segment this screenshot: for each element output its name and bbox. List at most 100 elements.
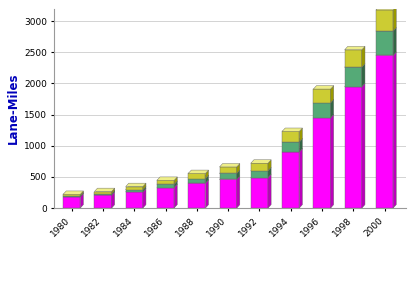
Polygon shape — [268, 160, 271, 171]
Polygon shape — [188, 175, 209, 179]
Bar — [313, 89, 331, 103]
Bar — [345, 87, 362, 208]
Polygon shape — [126, 188, 146, 192]
Polygon shape — [251, 174, 271, 177]
Bar — [126, 190, 143, 192]
Polygon shape — [362, 83, 365, 208]
Y-axis label: Lane-Miles: Lane-Miles — [7, 73, 20, 144]
Polygon shape — [126, 183, 146, 187]
Bar — [220, 173, 237, 179]
Polygon shape — [205, 180, 209, 208]
Polygon shape — [237, 164, 240, 173]
Bar — [282, 142, 299, 152]
Polygon shape — [376, 6, 396, 10]
Bar — [251, 177, 268, 208]
Polygon shape — [220, 170, 240, 173]
Polygon shape — [268, 167, 271, 177]
Bar — [188, 183, 205, 208]
Polygon shape — [282, 149, 303, 152]
Polygon shape — [299, 128, 303, 142]
Bar — [345, 67, 362, 87]
Polygon shape — [345, 64, 365, 67]
Bar — [63, 197, 80, 208]
Polygon shape — [393, 6, 396, 31]
Polygon shape — [313, 86, 334, 89]
Polygon shape — [80, 191, 83, 196]
Polygon shape — [237, 176, 240, 208]
Bar — [345, 50, 362, 67]
Polygon shape — [174, 184, 177, 208]
Bar — [313, 103, 331, 118]
Polygon shape — [126, 186, 146, 190]
Polygon shape — [63, 191, 83, 194]
Bar — [282, 131, 299, 142]
Polygon shape — [237, 170, 240, 179]
Polygon shape — [282, 139, 303, 142]
Bar — [188, 179, 205, 183]
Bar — [376, 55, 393, 208]
Polygon shape — [157, 184, 177, 188]
Bar — [63, 196, 80, 197]
Polygon shape — [188, 170, 209, 173]
Polygon shape — [111, 190, 115, 195]
Bar — [94, 195, 111, 208]
Polygon shape — [268, 174, 271, 208]
Polygon shape — [111, 192, 115, 208]
Bar — [220, 179, 237, 208]
Bar — [376, 10, 393, 31]
Bar — [376, 31, 393, 55]
Legend: 2+ HOV, 3+ HOV, Buses Only: 2+ HOV, 3+ HOV, Buses Only — [109, 285, 316, 289]
Polygon shape — [143, 188, 146, 208]
Bar — [94, 192, 111, 194]
Polygon shape — [157, 181, 177, 184]
Polygon shape — [94, 192, 115, 195]
Bar — [94, 194, 111, 195]
Polygon shape — [362, 46, 365, 67]
Polygon shape — [111, 188, 115, 194]
Polygon shape — [80, 192, 83, 197]
Bar — [63, 194, 80, 196]
Bar — [251, 171, 268, 177]
Bar — [220, 167, 237, 173]
Polygon shape — [345, 83, 365, 87]
Polygon shape — [362, 64, 365, 87]
Polygon shape — [188, 180, 209, 183]
Bar — [157, 184, 174, 188]
Polygon shape — [345, 46, 365, 50]
Polygon shape — [251, 160, 271, 163]
Polygon shape — [63, 193, 83, 197]
Bar — [157, 180, 174, 184]
Polygon shape — [393, 52, 396, 208]
Bar — [126, 187, 143, 190]
Polygon shape — [331, 99, 334, 118]
Polygon shape — [94, 190, 115, 194]
Polygon shape — [143, 186, 146, 192]
Polygon shape — [205, 175, 209, 183]
Polygon shape — [299, 139, 303, 152]
Polygon shape — [174, 181, 177, 188]
Polygon shape — [299, 149, 303, 208]
Polygon shape — [143, 183, 146, 190]
Polygon shape — [157, 177, 177, 180]
Polygon shape — [205, 170, 209, 179]
Polygon shape — [94, 188, 115, 192]
Polygon shape — [393, 28, 396, 55]
Polygon shape — [251, 167, 271, 171]
Polygon shape — [313, 99, 334, 103]
Bar — [313, 118, 331, 208]
Polygon shape — [331, 86, 334, 103]
Bar — [157, 188, 174, 208]
Polygon shape — [63, 192, 83, 196]
Polygon shape — [313, 114, 334, 118]
Polygon shape — [220, 176, 240, 179]
Polygon shape — [331, 114, 334, 208]
Bar — [251, 163, 268, 171]
Bar — [282, 152, 299, 208]
Polygon shape — [282, 128, 303, 131]
Polygon shape — [376, 28, 396, 31]
Bar — [188, 173, 205, 179]
Bar — [126, 192, 143, 208]
Polygon shape — [174, 177, 177, 184]
Polygon shape — [220, 164, 240, 167]
Polygon shape — [376, 52, 396, 55]
